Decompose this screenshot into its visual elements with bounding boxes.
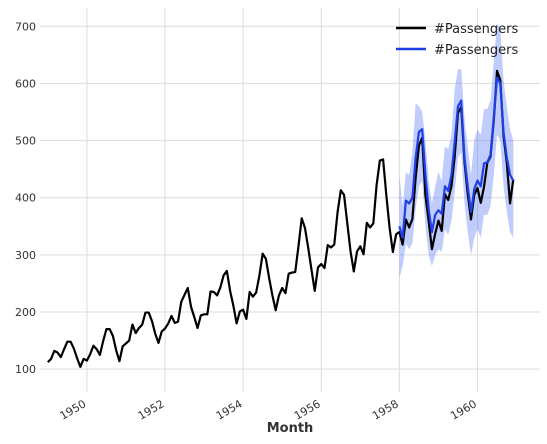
- y-tick-label: 200: [15, 306, 36, 319]
- y-tick-label: 500: [15, 135, 36, 148]
- y-axis-ticks: 100 200 300 400 500 600 700: [15, 20, 36, 376]
- x-axis-title: Month: [267, 421, 314, 436]
- y-tick-label: 600: [15, 77, 36, 90]
- x-tick-label: 1960: [448, 397, 479, 422]
- x-tick-label: 1950: [58, 397, 89, 422]
- legend-label: #Passengers: [434, 22, 518, 37]
- series-lines: [48, 71, 514, 367]
- x-tick-label: 1956: [292, 397, 323, 422]
- x-axis-ticks: 1950 1952 1954 1956 1958 1960: [58, 397, 479, 422]
- series-line-actual: [48, 71, 514, 367]
- y-tick-label: 400: [15, 192, 36, 205]
- x-tick-label: 1952: [136, 397, 167, 422]
- y-tick-label: 100: [15, 363, 36, 376]
- x-tick-label: 1954: [214, 397, 245, 422]
- y-tick-label: 300: [15, 249, 36, 262]
- y-tick-label: 700: [15, 20, 36, 33]
- x-tick-label: 1958: [370, 397, 401, 422]
- legend-label: #Passengers: [434, 43, 518, 58]
